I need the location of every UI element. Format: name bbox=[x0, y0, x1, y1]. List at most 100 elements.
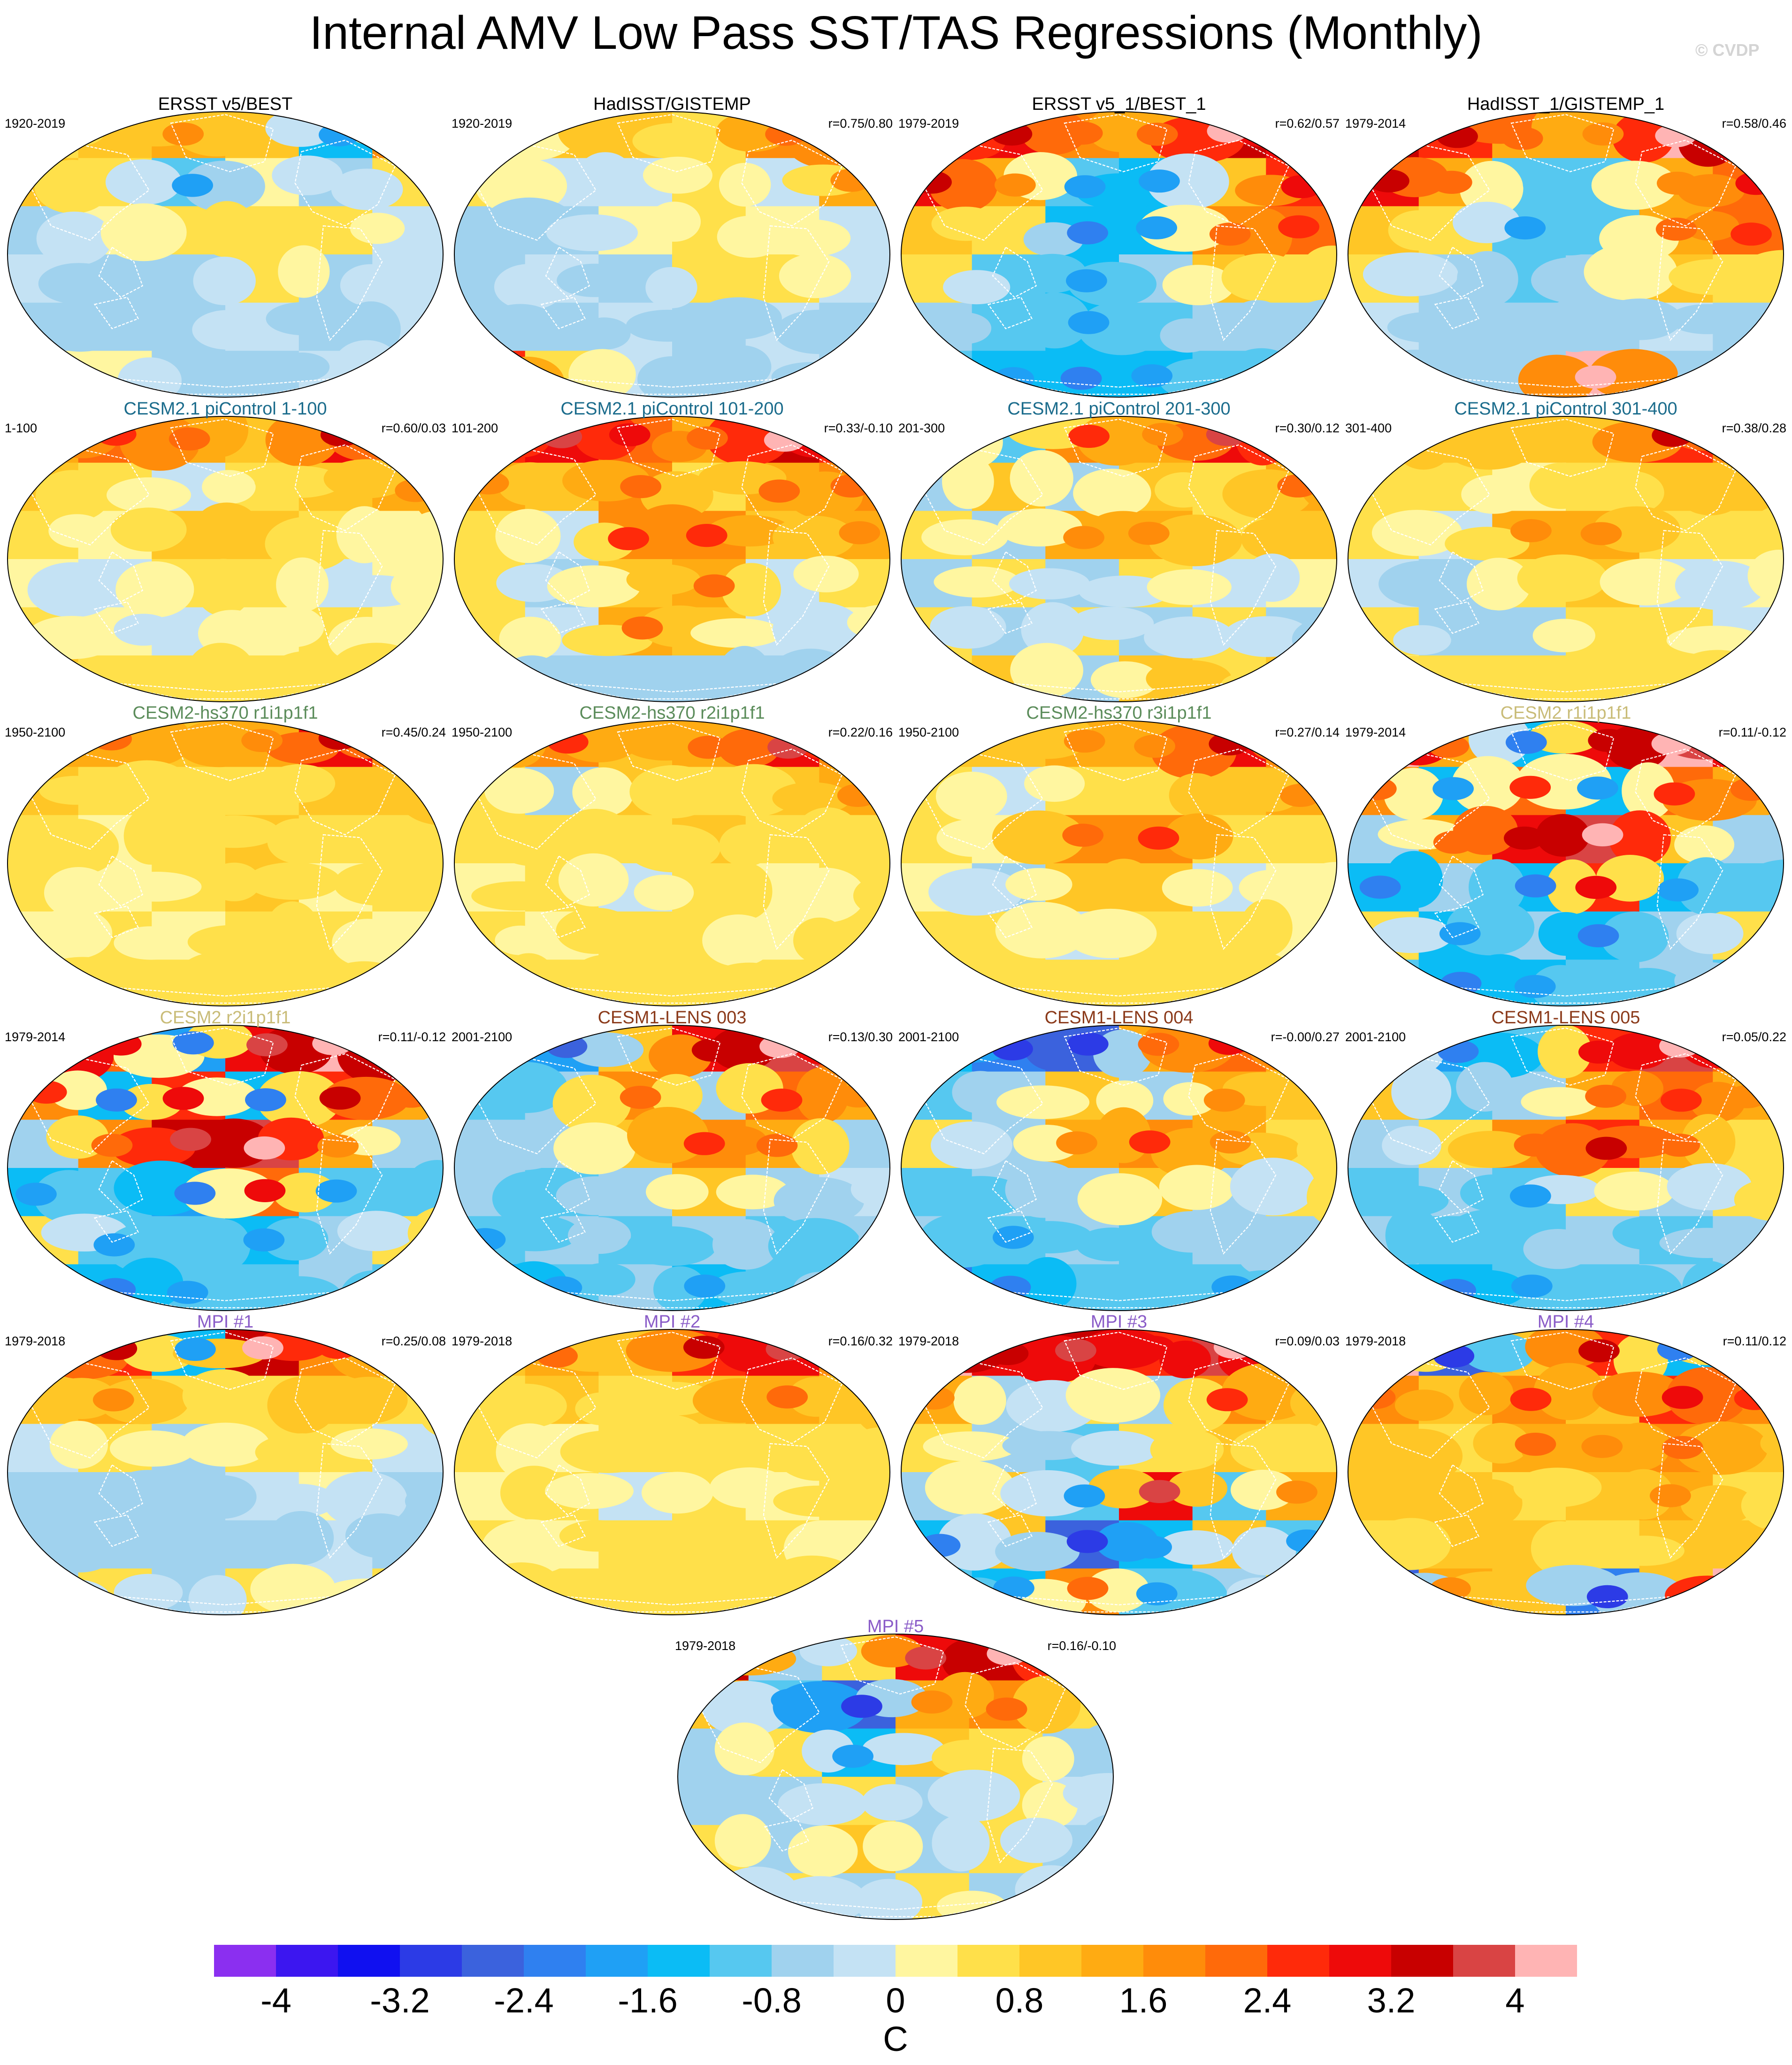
coastline bbox=[764, 1819, 809, 1852]
anomaly-contour bbox=[936, 1176, 1026, 1217]
anomaly-core bbox=[1208, 1032, 1250, 1055]
anomaly-contour bbox=[1517, 554, 1608, 602]
anomaly-core bbox=[1061, 122, 1103, 145]
anomaly-contour bbox=[107, 1470, 189, 1520]
anomaly-core bbox=[832, 1744, 873, 1768]
anomaly-contour bbox=[1150, 1429, 1224, 1470]
anomaly-contour bbox=[716, 1429, 790, 1477]
anomaly-contour bbox=[847, 958, 890, 1005]
anomaly-contour bbox=[773, 219, 851, 257]
colorbar-swatch bbox=[276, 1945, 338, 1977]
anomaly-cell bbox=[454, 1568, 526, 1615]
anomaly-contour bbox=[927, 1770, 1020, 1822]
anomaly-core bbox=[986, 1697, 1027, 1721]
anomaly-core bbox=[1509, 1184, 1551, 1208]
map-panel: CESM2.1 piControl 1-100 1-100 r=0.60/0.03 bbox=[5, 399, 446, 704]
panel-period: 1979-2014 bbox=[1345, 116, 1406, 131]
world-map bbox=[901, 111, 1337, 398]
coastline bbox=[1439, 1160, 1484, 1212]
coastline bbox=[545, 1160, 590, 1212]
anomaly-core bbox=[96, 1088, 137, 1112]
panel-correlation: r=0.22/0.16 bbox=[828, 725, 893, 739]
anomaly-core bbox=[1286, 1529, 1327, 1553]
anomaly-core bbox=[1432, 777, 1474, 800]
map-panel: CESM2 r1i1p1f1 1979-2014 r=0.11/-0.12 bbox=[1345, 703, 1786, 1008]
anomaly-contour bbox=[1462, 1333, 1535, 1373]
anomaly-contour bbox=[264, 764, 336, 803]
anomaly-contour bbox=[1090, 661, 1159, 699]
anomaly-contour bbox=[406, 249, 443, 302]
coastline bbox=[294, 1053, 396, 1140]
anomaly-contour bbox=[1542, 298, 1608, 352]
anomaly-contour bbox=[1676, 650, 1760, 694]
anomaly-core bbox=[1134, 735, 1175, 758]
anomaly-contour bbox=[718, 729, 780, 768]
anomaly-contour bbox=[332, 919, 404, 967]
anomaly-core bbox=[771, 1689, 812, 1712]
anomaly-contour bbox=[181, 1168, 276, 1219]
coastline bbox=[1434, 905, 1479, 938]
anomaly-contour bbox=[722, 1534, 777, 1565]
anomaly-contour bbox=[123, 807, 179, 865]
anomaly-contour bbox=[104, 760, 191, 809]
anomaly-contour bbox=[934, 566, 1020, 598]
anomaly-contour bbox=[1228, 300, 1287, 345]
anomaly-contour bbox=[712, 1559, 769, 1614]
anomaly-contour bbox=[1009, 568, 1090, 599]
coastline bbox=[540, 296, 586, 330]
anomaly-contour bbox=[553, 1122, 636, 1175]
anomaly-contour bbox=[1533, 1363, 1605, 1420]
anomaly-contour bbox=[1443, 421, 1536, 470]
anomaly-core bbox=[91, 1134, 133, 1157]
anomaly-core bbox=[1504, 826, 1545, 850]
anomaly-contour bbox=[1077, 1173, 1163, 1226]
anomaly-core bbox=[162, 123, 204, 146]
anomaly-contour bbox=[496, 1423, 564, 1482]
anomaly-cell bbox=[1713, 351, 1784, 397]
anomaly-contour bbox=[1312, 200, 1337, 250]
anomaly-contour bbox=[646, 1174, 709, 1210]
anomaly-core bbox=[384, 120, 426, 143]
anomaly-contour bbox=[859, 558, 890, 596]
anomaly-contour bbox=[1676, 913, 1744, 954]
anomaly-core bbox=[174, 1182, 216, 1205]
anomaly-contour bbox=[1013, 1125, 1080, 1162]
anomaly-contour bbox=[1237, 208, 1293, 264]
anomaly-contour bbox=[717, 215, 784, 258]
anomaly-contour bbox=[1449, 610, 1526, 655]
coastline bbox=[294, 139, 396, 227]
anomaly-contour bbox=[35, 470, 110, 522]
anomaly-core bbox=[693, 574, 735, 598]
coastline bbox=[93, 905, 139, 938]
anomaly-contour bbox=[796, 807, 859, 858]
anomaly-cell bbox=[1266, 351, 1337, 397]
panel-correlation: r=-0.00/0.27 bbox=[1271, 1030, 1340, 1044]
colorbar-swatch bbox=[1081, 1945, 1144, 1977]
anomaly-cell bbox=[372, 1264, 443, 1311]
anomaly-contour bbox=[329, 827, 417, 859]
map-panel: CESM1-LENS 005 2001-2100 r=0.05/0.22 bbox=[1345, 1007, 1786, 1313]
anomaly-contour bbox=[1608, 810, 1671, 866]
anomaly-core bbox=[1276, 1481, 1317, 1504]
colorbar-tick-label: -3.2 bbox=[370, 1981, 430, 2020]
coastline bbox=[316, 834, 383, 950]
colorbar-swatch bbox=[1019, 1945, 1082, 1977]
anomaly-contour bbox=[627, 1226, 717, 1266]
coastline bbox=[965, 1662, 1066, 1749]
map-panel: CESM2.1 piControl 201-300 201-300 r=0.30/0… bbox=[898, 399, 1340, 704]
anomaly-contour bbox=[629, 765, 717, 819]
anomaly-core bbox=[758, 479, 800, 503]
coastline bbox=[986, 1748, 1053, 1864]
anomaly-contour bbox=[626, 564, 701, 595]
coastline bbox=[1635, 748, 1737, 836]
panel-period: 1950-2100 bbox=[5, 725, 66, 739]
map-panel: MPI #2 1979-2018 r=0.16/0.32 bbox=[452, 1312, 893, 1617]
panel-correlation: r=0.05/0.22 bbox=[1722, 1030, 1786, 1044]
panel-correlation: r=0.13/0.30 bbox=[828, 1030, 893, 1044]
anomaly-contour bbox=[27, 562, 118, 618]
anomaly-cell bbox=[819, 655, 890, 702]
anomaly-contour bbox=[626, 309, 710, 342]
anomaly-core bbox=[162, 1087, 204, 1110]
anomaly-contour bbox=[1088, 1468, 1158, 1509]
panel-correlation: r=0.33/-0.10 bbox=[824, 421, 893, 435]
